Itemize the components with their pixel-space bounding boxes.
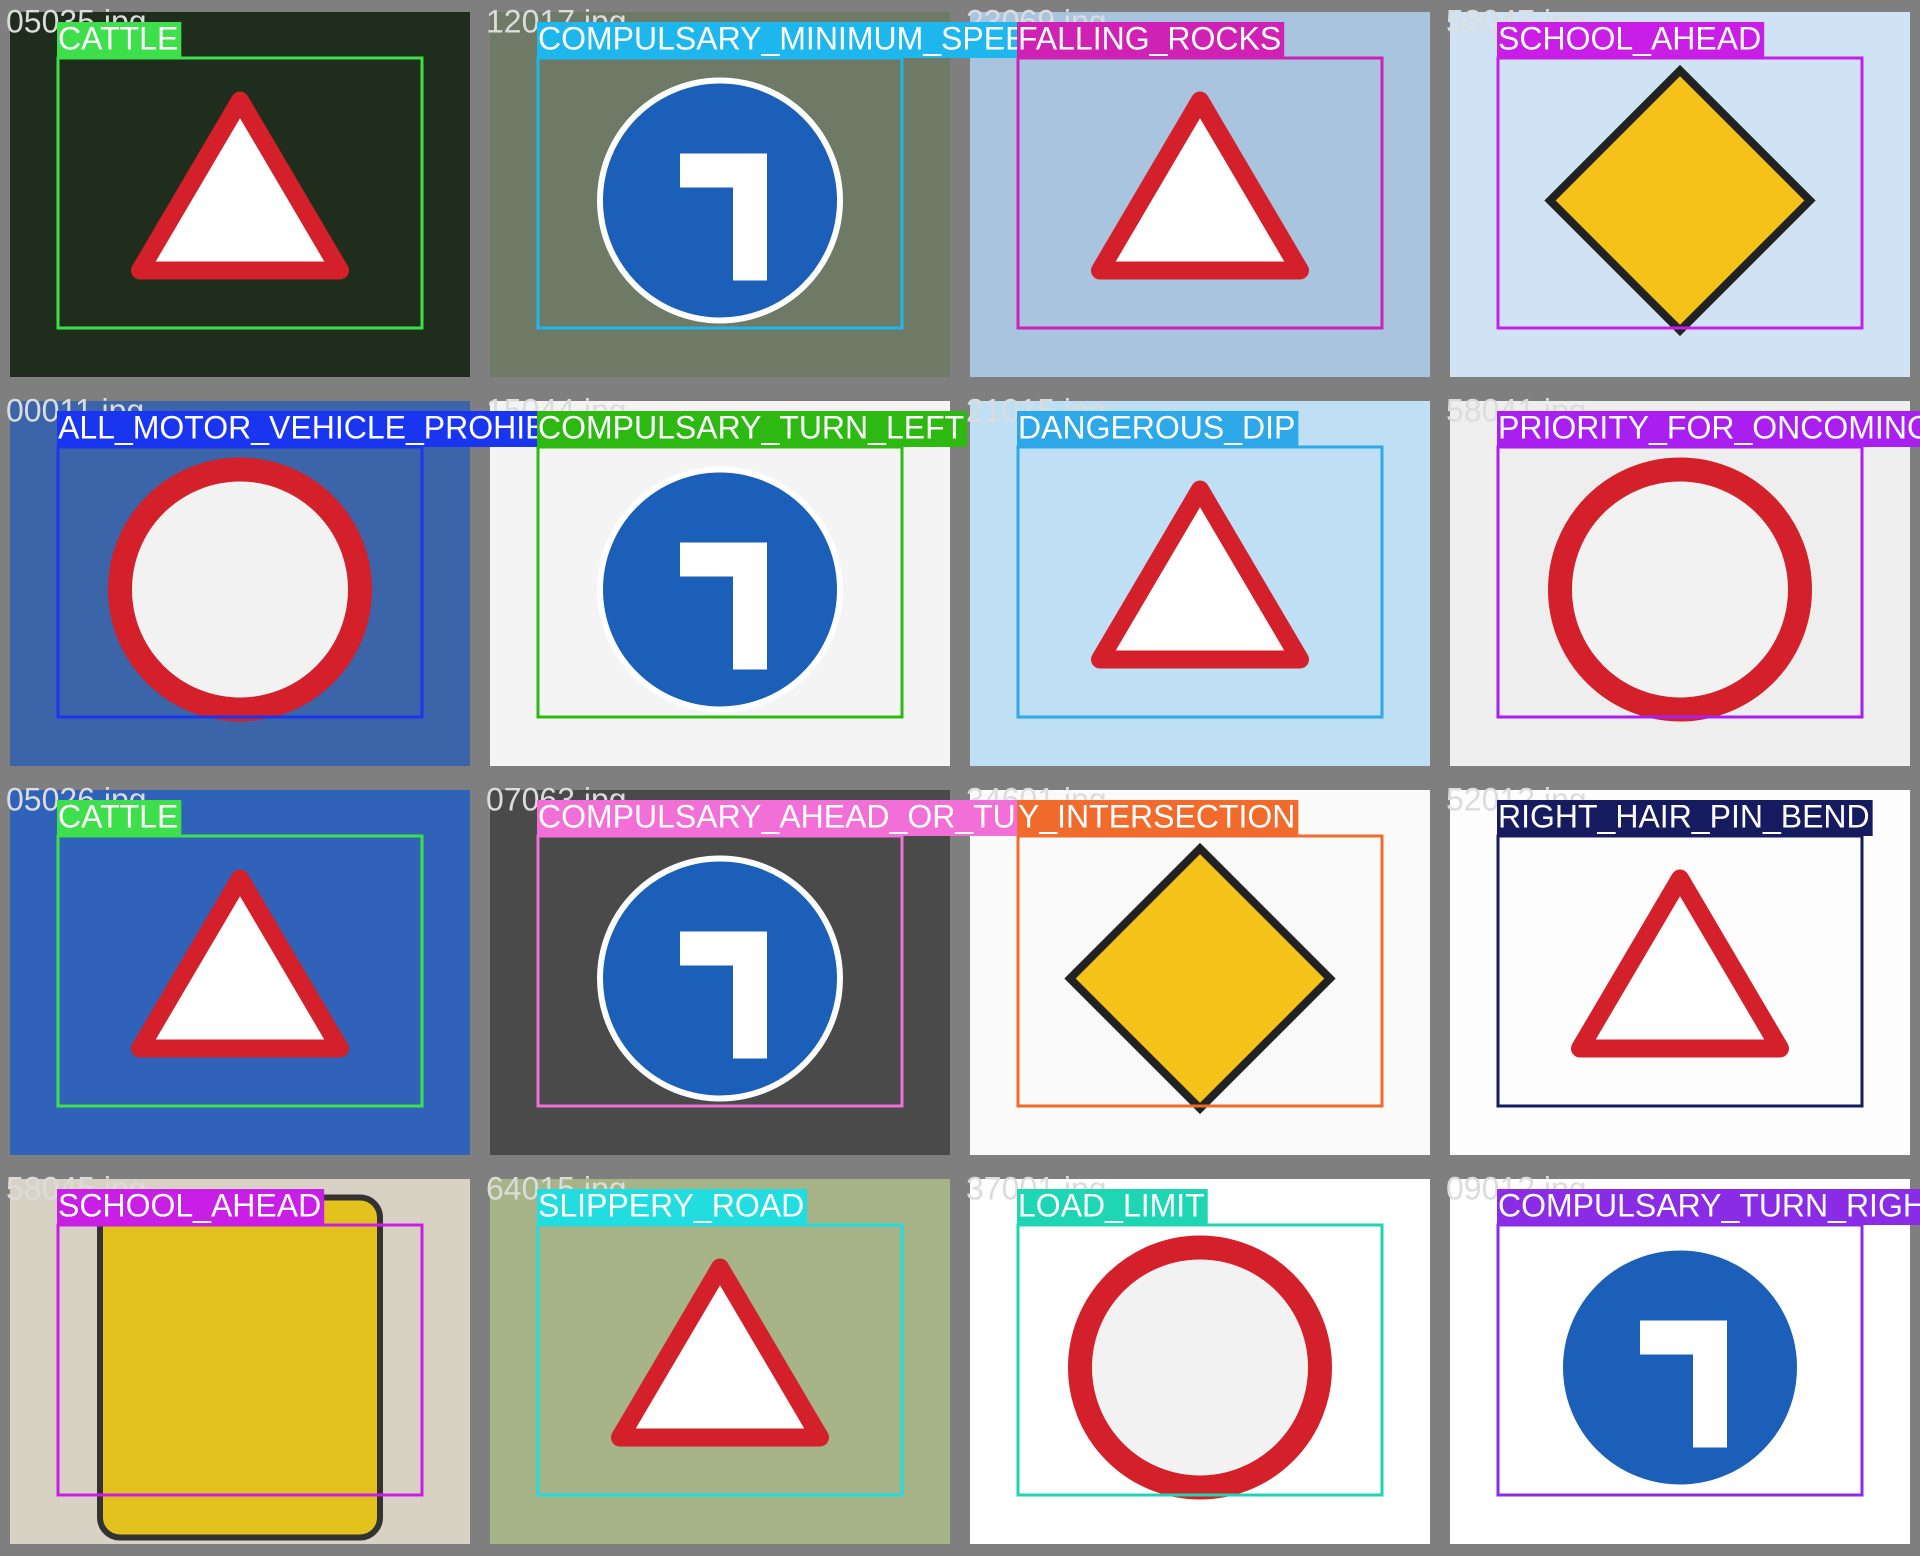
sign [1548,457,1812,722]
tile: 58047.jpg [1442,2,1918,387]
label-text: CATTLE [58,20,178,56]
label-background [537,1189,808,1225]
label: FALLING_ROCKS [1017,20,1285,58]
label: SLIPPERY_ROAD [537,1187,808,1225]
tile: 09012.jpg [1442,1169,1918,1554]
label: CATTLE [57,798,182,836]
sign-arrow [1640,1320,1727,1448]
label-background [1017,800,1299,836]
label-text: DANGEROUS_DIP [1018,409,1295,445]
label-background [57,1189,325,1225]
sign [97,1194,383,1541]
label-text: Y_INTERSECTION [1018,798,1295,834]
label-background [57,800,182,836]
tile: 37001.jpg [962,1169,1438,1554]
label-text: FALLING_ROCKS [1018,20,1281,56]
sign [1557,1244,1803,1491]
tile: 21015.jpg [962,391,1438,776]
detection-box [56,56,424,330]
sign [597,466,843,713]
label: DANGEROUS_DIP [1017,409,1299,447]
sign [131,869,349,1058]
sign [1571,869,1789,1058]
label-text: SCHOOL_AHEAD [58,1187,321,1223]
label-background [1017,411,1299,447]
label: COMPULSARY_TURN_RIGHT_AHEAD [1497,1187,1920,1225]
tile: 15044.jpg [482,391,958,776]
label-background [1017,22,1285,58]
tile: 00011.jpg [2,391,478,776]
tile: 58041.jpg [1442,391,1918,776]
label: LOAD_LIMIT [1017,1187,1208,1225]
tile: 12017.jpg [482,2,958,387]
sign-arrow [680,153,767,281]
tile: 34601.jpg [962,780,1438,1165]
sign [1091,480,1309,669]
label: RIGHT_HAIR_PIN_BEND [1497,798,1873,836]
sign-arrow [680,542,767,670]
label-text: COMPULSARY_MINIMUM_SPEED [538,20,1050,56]
tile: 07063.jpg [482,780,958,1165]
sign-arrow [680,931,767,1059]
label-background [1497,800,1873,836]
label-background [1497,411,1920,447]
sign [597,77,843,324]
sign [1544,64,1816,337]
label-background [1497,22,1765,58]
label: CATTLE [57,20,182,58]
label-background [537,411,968,447]
label: COMPULSARY_MINIMUM_SPEED [537,20,1053,58]
label-text: LOAD_LIMIT [1018,1187,1205,1223]
label-background [57,411,623,447]
label: ALL_MOTOR_VEHICLE_PROHIBITED [57,409,623,447]
tile: 05026.jpg [2,780,478,1165]
label-background [57,22,182,58]
label-background [1497,1189,1920,1225]
label-text: CATTLE [58,798,178,834]
sign [131,91,349,280]
label: SCHOOL_AHEAD [1497,20,1765,58]
sign [108,457,372,722]
label: COMPULSARY_TURN_LEFT [537,409,968,447]
sign [1091,91,1309,280]
label-text: COMPULSARY_TURN_RIGHT_AHEAD [1498,1187,1920,1223]
label-text: SLIPPERY_ROAD [538,1187,804,1223]
sign [597,855,843,1102]
label: PRIORITY_FOR_ONCOMING_VEHICLES [1497,409,1920,447]
label-background [1017,1189,1208,1225]
label-text: ALL_MOTOR_VEHICLE_PROHIBITED [58,409,619,445]
tile: 64015.jpg [482,1169,958,1554]
label-background [537,22,1053,58]
tile: 05035.jpg [2,2,478,387]
tile: 58045.jpg [2,1169,478,1554]
detection-box [56,834,424,1108]
label-text: SCHOOL_AHEAD [1498,20,1761,56]
tile: 52012.jpg [1442,780,1918,1165]
sign [1068,1235,1332,1500]
label: Y_INTERSECTION [1017,798,1299,836]
sign [1064,842,1336,1115]
tile: 23069.jpg [962,2,1438,387]
label-text: COMPULSARY_TURN_LEFT [538,409,964,445]
label-text: PRIORITY_FOR_ONCOMING_VEHICLES [1498,409,1920,445]
label-text: RIGHT_HAIR_PIN_BEND [1498,798,1870,834]
label: SCHOOL_AHEAD [57,1187,325,1225]
sign [611,1258,829,1447]
